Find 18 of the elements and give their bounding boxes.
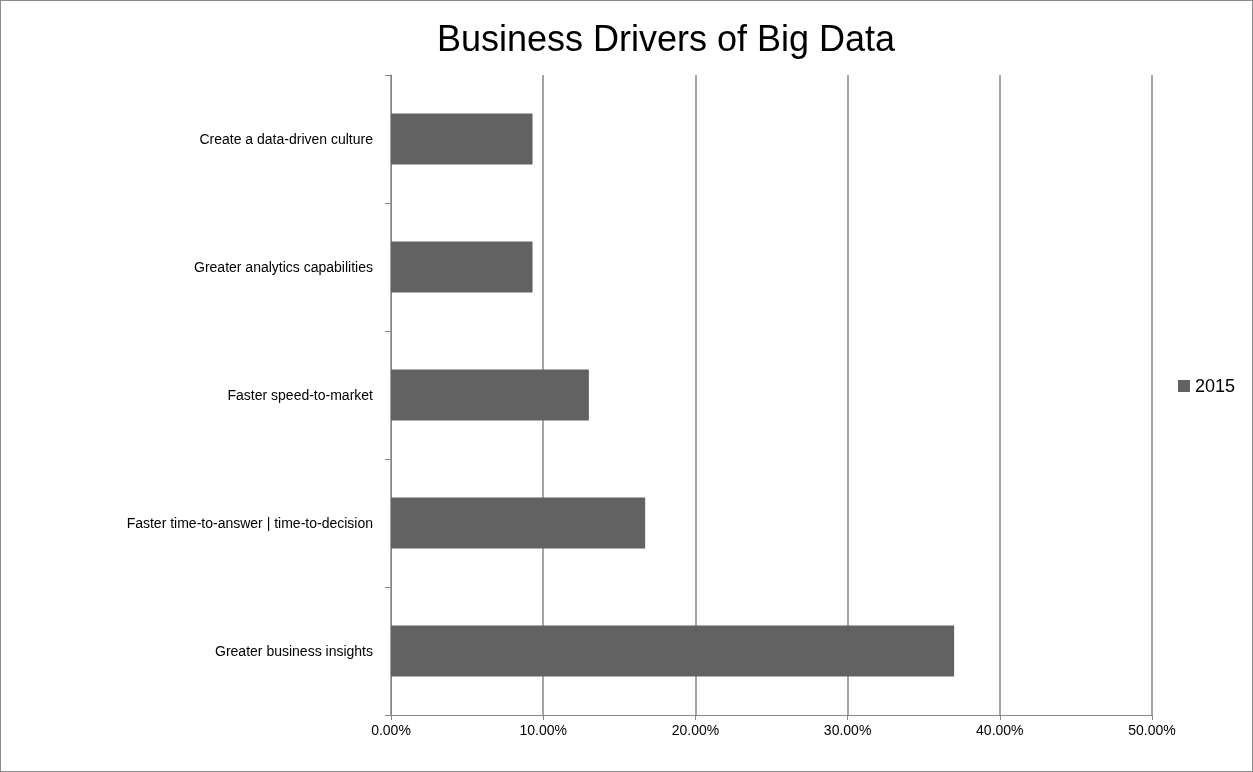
y-tick-label: Faster speed-to-market	[227, 387, 374, 403]
x-tick-label: 20.00%	[671, 722, 720, 738]
y-tick-label: Create a data-driven culture	[199, 131, 374, 147]
x-tick-label: 30.00%	[823, 722, 872, 738]
bar	[391, 625, 955, 677]
bar	[391, 369, 589, 421]
x-tick-label: 50.00%	[1128, 722, 1176, 738]
legend-label: 2015	[1194, 376, 1235, 396]
y-tick-label: Faster time-to-answer | time-to-decision	[126, 515, 373, 531]
chart-title: Business Drivers of Big Data	[436, 17, 897, 59]
x-tick-label: 40.00%	[976, 722, 1024, 738]
x-tick-label: 0.00%	[371, 722, 411, 738]
x-tick-label: 10.00%	[519, 722, 567, 738]
bar	[391, 113, 533, 165]
bar	[391, 241, 533, 293]
y-tick-label: Greater analytics capabilities	[194, 259, 373, 275]
y-tick-label: Greater business insights	[215, 643, 373, 659]
bar	[391, 497, 646, 549]
